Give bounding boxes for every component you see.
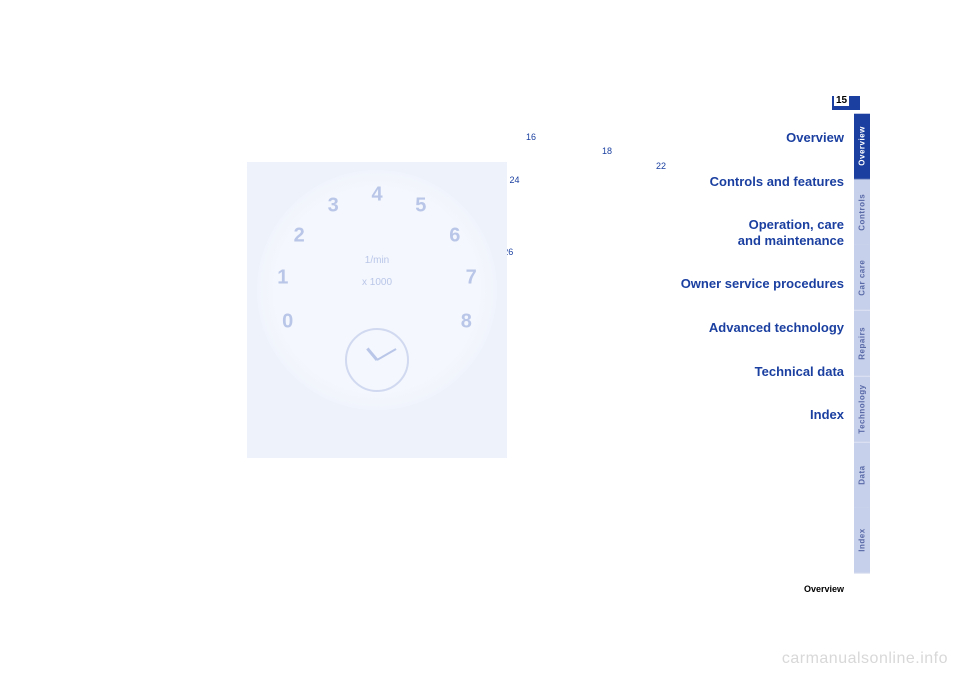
gauge-number: 5 [415, 194, 426, 217]
side-tab-technology[interactable]: Technology [854, 377, 870, 443]
side-tab-strip: OverviewControlsCar careRepairsTechnolog… [854, 114, 870, 574]
tachometer-image: 1/min x 1000 0 123 4 567 8 [247, 162, 507, 458]
gauge-number: 2 [294, 224, 305, 247]
section-link[interactable]: Index [614, 407, 844, 423]
toc-page-link[interactable]: 16 [526, 132, 536, 142]
toc-page-link[interactable]: 22 [656, 161, 666, 171]
gauge-unit-bottom: x 1000 [362, 277, 392, 289]
page-number-box: 15 [832, 96, 860, 110]
section-link[interactable]: Technical data [614, 364, 844, 380]
gauge-number: 0 [282, 311, 293, 334]
gauge-number: 7 [466, 266, 477, 289]
toc-page-link[interactable]: 18 [602, 146, 612, 156]
manual-page: 15 OverviewControlsCar careRepairsTechno… [130, 90, 870, 600]
side-tab-repairs[interactable]: Repairs [854, 311, 870, 377]
toc-row: 18 [410, 144, 666, 158]
gauge-number: 6 [449, 224, 460, 247]
section-link[interactable]: Advanced technology [614, 320, 844, 336]
gauge-number: 8 [461, 311, 472, 334]
gauge-unit-top: 1/min [365, 255, 389, 267]
toc-row: 16 [410, 130, 666, 144]
side-tab-index[interactable]: Index [854, 508, 870, 574]
side-tab-overview[interactable]: Overview [854, 114, 870, 180]
side-tab-data[interactable]: Data [854, 443, 870, 509]
clock-hand-minute [377, 348, 397, 361]
side-tab-car-care[interactable]: Car care [854, 245, 870, 311]
toc-page-link[interactable]: 24 [510, 175, 520, 185]
gauge-face: 1/min x 1000 0 123 4 567 8 [257, 170, 497, 410]
gauge-number: 3 [328, 194, 339, 217]
watermark-text: carmanualsonline.info [782, 650, 948, 668]
gauge-number: 1 [277, 266, 288, 289]
section-link[interactable]: Owner service procedures [614, 276, 844, 292]
clock-hand-hour [366, 348, 378, 361]
footer-section-label: Overview [804, 584, 844, 594]
gauge-clock [345, 328, 409, 392]
gauge-number: 4 [371, 184, 382, 207]
side-tab-controls[interactable]: Controls [854, 180, 870, 246]
page-number: 15 [834, 95, 849, 106]
